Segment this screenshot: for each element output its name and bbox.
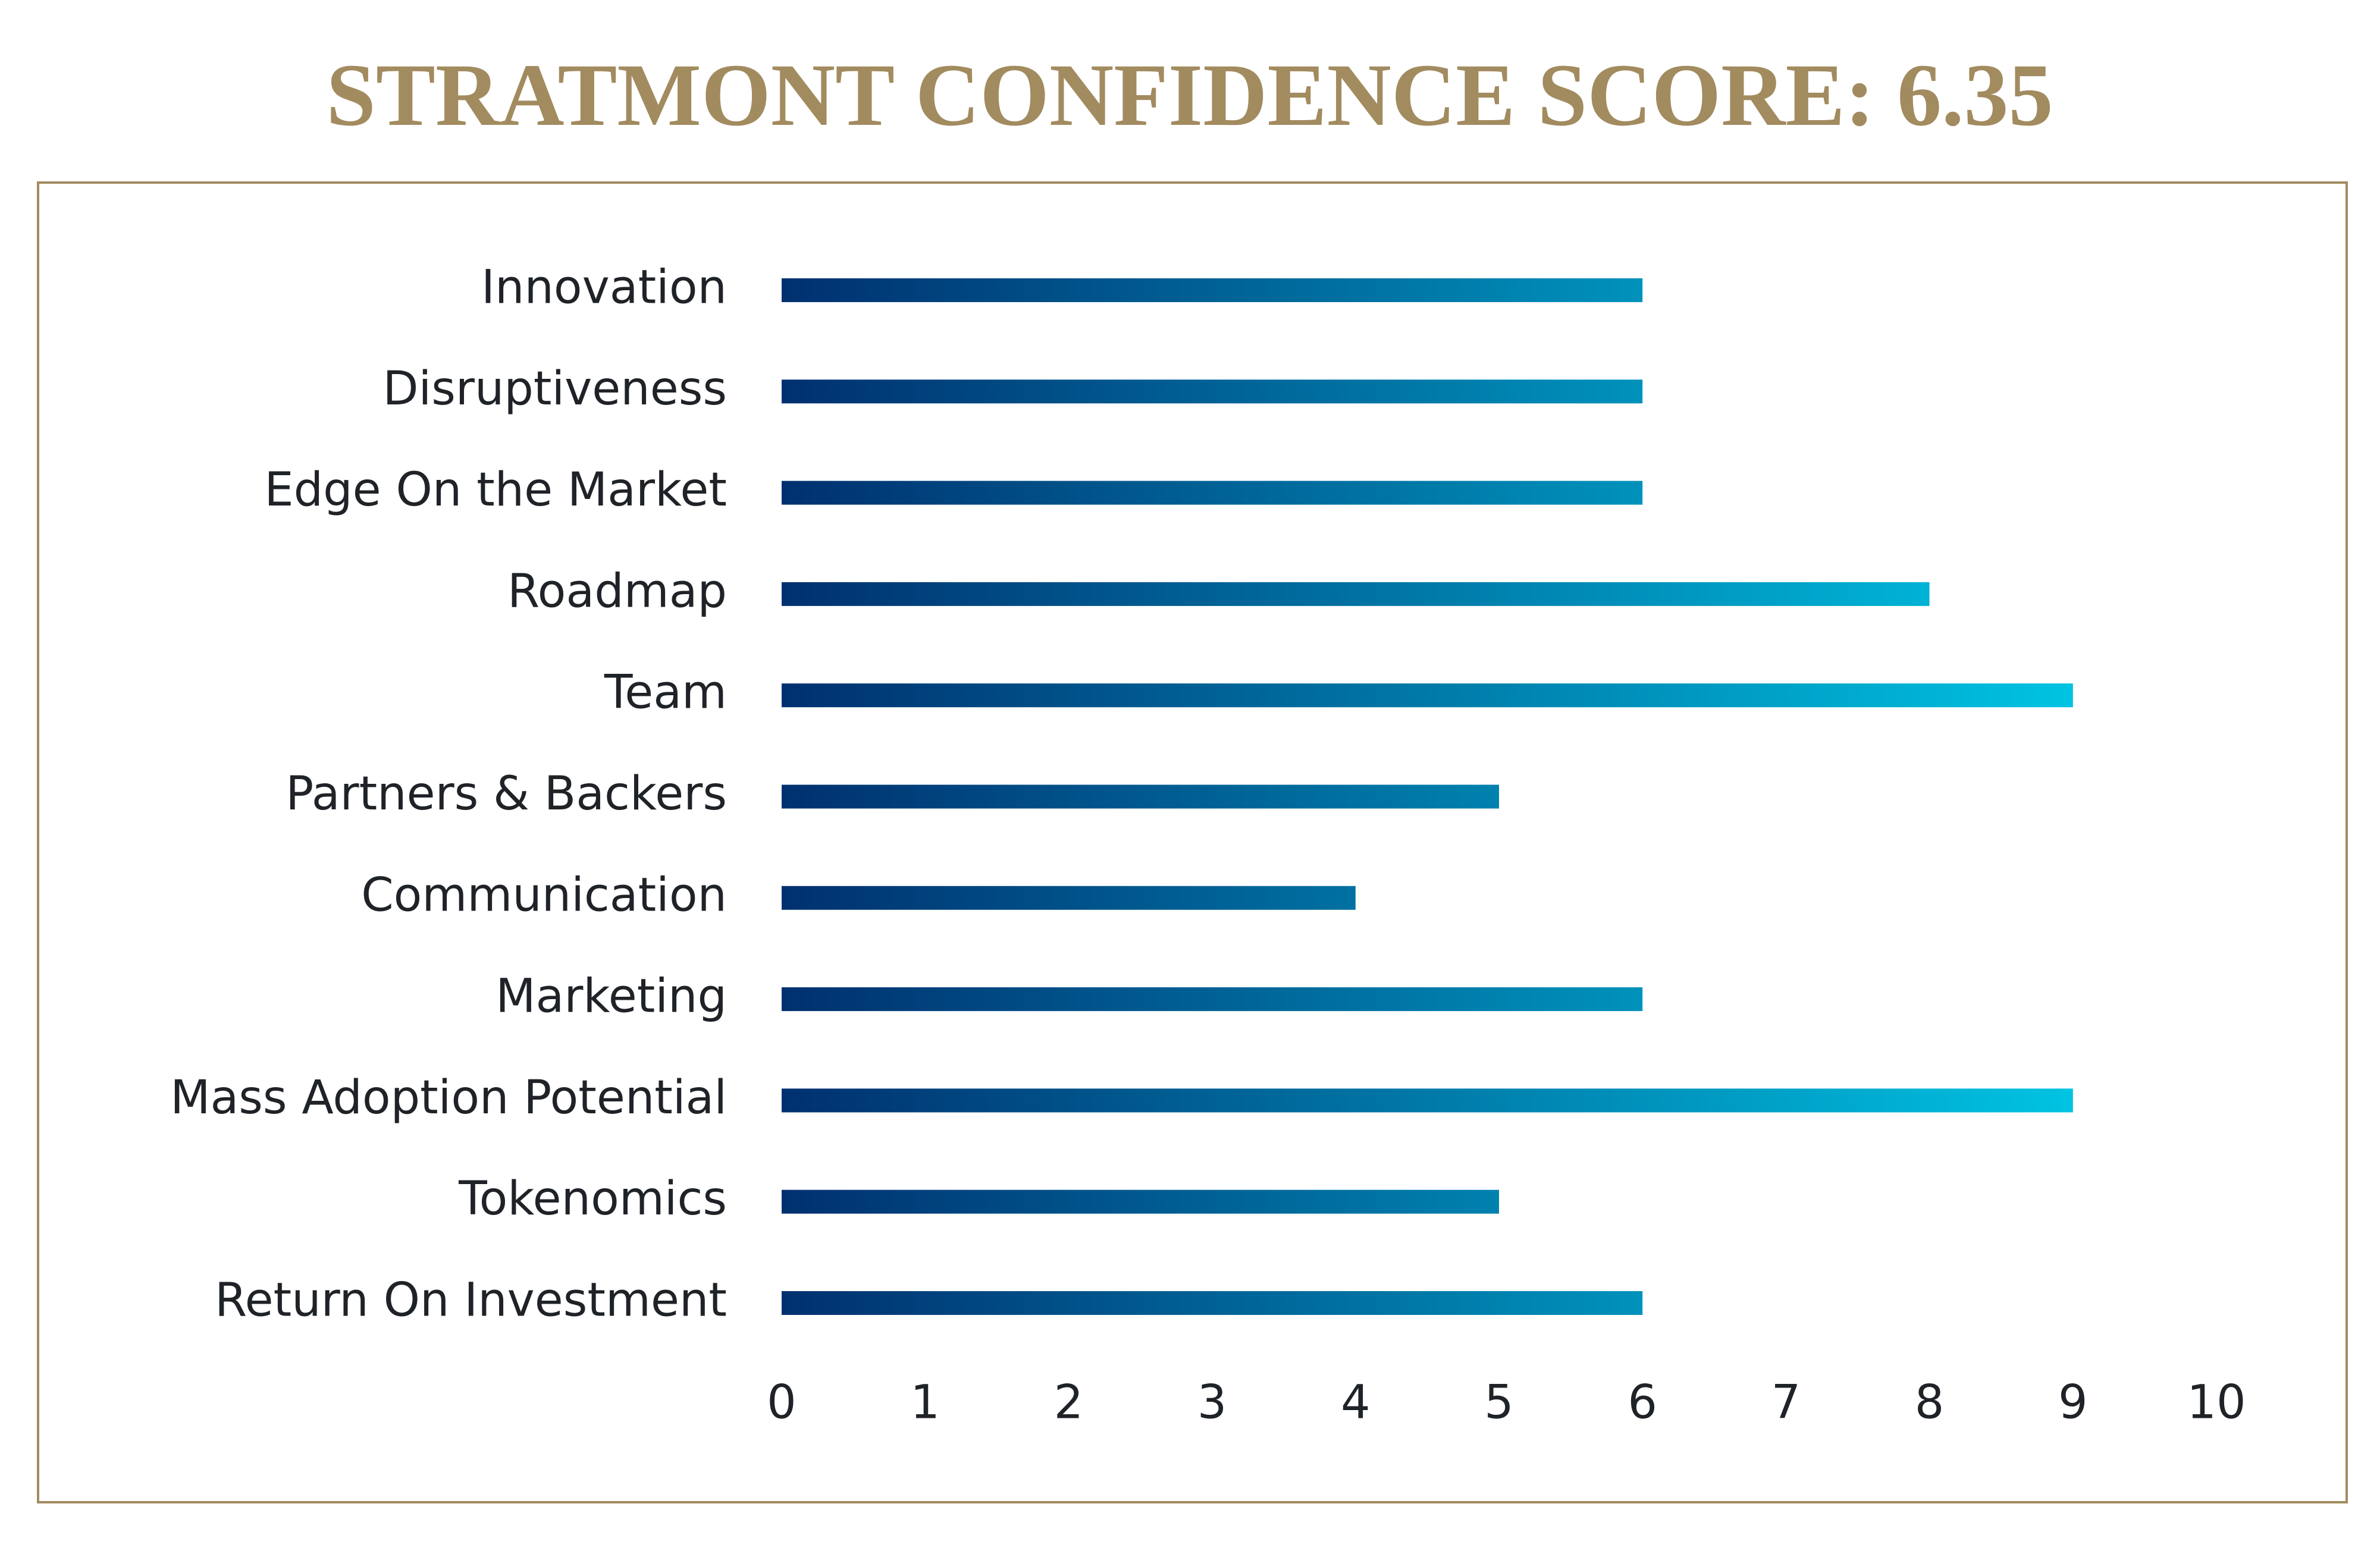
y-tick-label: Innovation bbox=[481, 260, 727, 314]
bar bbox=[782, 1088, 2073, 1113]
bar bbox=[782, 582, 1930, 606]
x-tick-label: 9 bbox=[2058, 1376, 2088, 1429]
chart-frame bbox=[37, 181, 2348, 1503]
y-tick-label: Marketing bbox=[496, 970, 727, 1024]
bar bbox=[782, 278, 1643, 302]
y-tick-label: Communication bbox=[361, 868, 727, 922]
y-tick-label: Return On Investment bbox=[215, 1273, 727, 1327]
x-tick-label: 4 bbox=[1341, 1376, 1371, 1429]
x-tick-label: 6 bbox=[1628, 1376, 1657, 1429]
y-tick-label: Team bbox=[604, 666, 727, 720]
x-tick-label: 8 bbox=[1915, 1376, 1945, 1429]
bar bbox=[782, 784, 1499, 809]
bar bbox=[782, 1291, 1643, 1315]
x-tick-label: 2 bbox=[1054, 1376, 1084, 1429]
x-tick-label: 7 bbox=[1771, 1376, 1801, 1429]
x-tick-label: 10 bbox=[2187, 1376, 2246, 1429]
y-tick-label: Disruptiveness bbox=[383, 362, 728, 416]
bar bbox=[782, 379, 1643, 404]
bar bbox=[782, 987, 1643, 1012]
chart-title: STRATMONT CONFIDENCE SCORE: 6.35 bbox=[326, 46, 2053, 145]
bar bbox=[782, 1189, 1499, 1214]
bar bbox=[782, 683, 2073, 708]
y-tick-label: Mass Adoption Potential bbox=[170, 1071, 727, 1125]
y-tick-label: Edge On the Market bbox=[264, 463, 727, 517]
bar bbox=[782, 886, 1356, 910]
y-tick-label: Tokenomics bbox=[458, 1172, 727, 1226]
y-tick-label: Roadmap bbox=[507, 564, 727, 618]
x-tick-label: 5 bbox=[1484, 1376, 1514, 1429]
x-tick-label: 3 bbox=[1197, 1376, 1227, 1429]
bar bbox=[782, 481, 1643, 505]
x-tick-label: 0 bbox=[767, 1376, 797, 1429]
x-tick-label: 1 bbox=[910, 1376, 940, 1429]
y-tick-label: Partners & Backers bbox=[286, 767, 727, 821]
